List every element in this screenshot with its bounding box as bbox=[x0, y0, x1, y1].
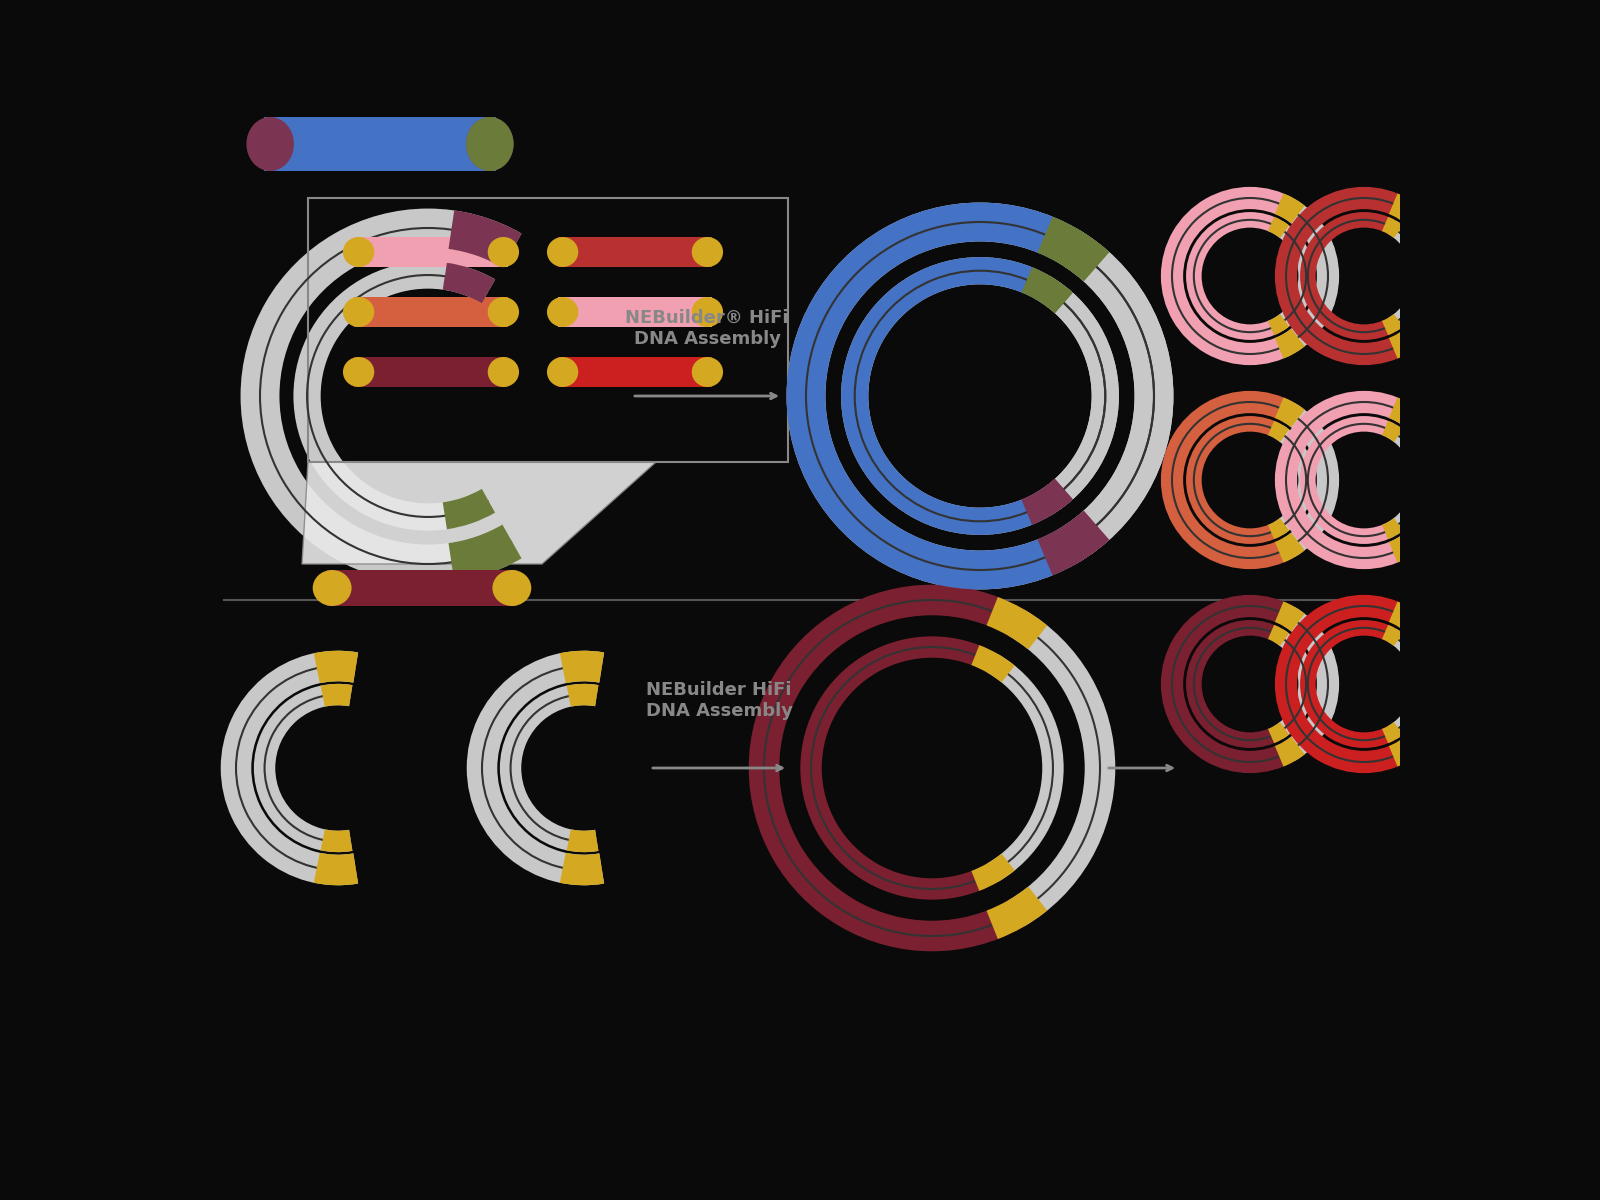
Ellipse shape bbox=[466, 116, 514, 170]
Text: NEBuilder® HiFi
DNA Assembly: NEBuilder® HiFi DNA Assembly bbox=[626, 310, 789, 348]
Polygon shape bbox=[302, 462, 656, 564]
Ellipse shape bbox=[488, 296, 518, 326]
Ellipse shape bbox=[547, 296, 578, 326]
Ellipse shape bbox=[312, 570, 352, 606]
Bar bbox=[558, 358, 712, 386]
Ellipse shape bbox=[342, 296, 374, 326]
Bar bbox=[264, 116, 496, 170]
Bar bbox=[355, 296, 507, 326]
Ellipse shape bbox=[493, 570, 531, 606]
Ellipse shape bbox=[547, 358, 578, 386]
Ellipse shape bbox=[488, 236, 518, 266]
Ellipse shape bbox=[547, 236, 578, 266]
Bar bbox=[558, 296, 712, 326]
Text: NEBuilder HiFi
DNA Assembly: NEBuilder HiFi DNA Assembly bbox=[645, 682, 792, 720]
Bar bbox=[326, 570, 517, 606]
Bar bbox=[355, 236, 507, 266]
Bar bbox=[558, 236, 712, 266]
Ellipse shape bbox=[691, 296, 723, 326]
Bar bbox=[355, 358, 507, 386]
Ellipse shape bbox=[691, 358, 723, 386]
Ellipse shape bbox=[691, 236, 723, 266]
Ellipse shape bbox=[488, 358, 518, 386]
Ellipse shape bbox=[342, 236, 374, 266]
Ellipse shape bbox=[246, 116, 294, 170]
Ellipse shape bbox=[466, 116, 514, 170]
Ellipse shape bbox=[342, 358, 374, 386]
